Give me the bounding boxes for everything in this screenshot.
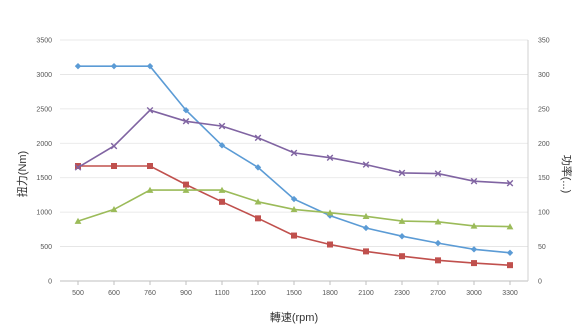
data-point bbox=[506, 249, 514, 256]
data-point bbox=[254, 134, 262, 142]
data-point bbox=[110, 62, 118, 70]
x-axis-title: 轉速(rpm) bbox=[270, 311, 318, 324]
series-line bbox=[78, 165, 511, 266]
tick-labels: 0 500 1000 1500 2000 2500 3000 3500 0 50 100 150 200… bbox=[36, 38, 549, 298]
data-point bbox=[218, 122, 226, 130]
data-point bbox=[470, 246, 478, 253]
data-point bbox=[398, 217, 406, 224]
x-tick-label: 2100 bbox=[358, 290, 374, 297]
data-point bbox=[290, 149, 298, 157]
data-point bbox=[182, 186, 190, 193]
data-point bbox=[183, 181, 189, 188]
series-1 bbox=[74, 62, 514, 256]
x-tick-label: 900 bbox=[180, 290, 192, 297]
data-point bbox=[182, 117, 190, 125]
y2-tick-label: 200 bbox=[538, 141, 550, 148]
data-point bbox=[74, 164, 82, 171]
y2-tick-label: 300 bbox=[538, 72, 550, 79]
data-point bbox=[398, 169, 406, 177]
data-point bbox=[363, 248, 369, 255]
grid-lines bbox=[60, 39, 528, 282]
y2-tick-label: 0 bbox=[538, 279, 542, 286]
data-point bbox=[146, 62, 154, 70]
data-point bbox=[254, 198, 262, 205]
data-point bbox=[398, 233, 406, 240]
data-point bbox=[255, 215, 261, 222]
data-point bbox=[327, 241, 333, 248]
y2-tick-label: 350 bbox=[538, 38, 550, 45]
y2-axis-title: 功率(...) bbox=[560, 155, 572, 194]
data-point bbox=[506, 179, 514, 187]
data-point bbox=[506, 223, 514, 230]
data-point bbox=[74, 62, 82, 70]
data-point bbox=[326, 154, 334, 162]
data-point bbox=[434, 239, 442, 247]
x-tick-label: 1500 bbox=[286, 290, 302, 297]
x-tick-label: 600 bbox=[108, 290, 120, 297]
x-tick-label: 500 bbox=[72, 290, 84, 297]
y2-tick-label: 50 bbox=[538, 244, 546, 251]
data-point bbox=[471, 260, 477, 267]
data-point bbox=[290, 205, 298, 213]
data-point bbox=[470, 177, 478, 185]
x-tick-label: 1200 bbox=[250, 290, 266, 297]
x-tick-label: 760 bbox=[144, 290, 156, 297]
y2-tick-label: 250 bbox=[538, 106, 550, 113]
data-point bbox=[362, 161, 370, 168]
data-point bbox=[110, 142, 118, 150]
data-point bbox=[434, 218, 442, 225]
data-point bbox=[182, 107, 190, 114]
data-point bbox=[326, 209, 334, 216]
y-axis-title: 扭力(Nm) bbox=[15, 151, 29, 197]
data-point bbox=[219, 198, 225, 205]
series-line bbox=[77, 109, 511, 184]
x-tick-label: 3000 bbox=[466, 290, 482, 297]
data-point bbox=[218, 142, 226, 149]
data-point bbox=[362, 212, 370, 219]
data-point bbox=[507, 262, 513, 269]
data-point bbox=[75, 163, 81, 170]
y-tick-label: 500 bbox=[40, 244, 52, 251]
data-point bbox=[399, 253, 405, 260]
x-tick-label: 2300 bbox=[394, 290, 410, 297]
x-tick-label: 2700 bbox=[430, 290, 446, 297]
data-point bbox=[291, 232, 297, 239]
data-point bbox=[434, 170, 442, 177]
data-point bbox=[362, 224, 370, 232]
series-layer bbox=[74, 62, 514, 269]
data-point bbox=[74, 217, 82, 224]
data-point bbox=[470, 222, 478, 229]
data-point bbox=[146, 186, 154, 193]
series-4 bbox=[74, 106, 514, 187]
axes bbox=[60, 40, 529, 285]
series-line bbox=[78, 65, 511, 254]
data-point bbox=[111, 163, 117, 170]
x-tick-label: 3300 bbox=[502, 290, 518, 297]
x-tick-label: 1800 bbox=[322, 290, 338, 297]
y-tick-label: 3000 bbox=[36, 72, 52, 79]
y-tick-label: 1000 bbox=[36, 210, 52, 217]
y-tick-label: 1500 bbox=[36, 175, 52, 182]
y-tick-label: 2500 bbox=[36, 106, 52, 113]
y-tick-label: 3500 bbox=[36, 38, 52, 45]
y-tick-label: 0 bbox=[48, 279, 52, 286]
x-tick-label: 1100 bbox=[214, 290, 229, 297]
series-3 bbox=[74, 186, 514, 230]
data-point bbox=[435, 257, 441, 264]
data-point bbox=[218, 186, 226, 193]
y2-tick-label: 100 bbox=[538, 210, 550, 217]
data-point bbox=[146, 106, 154, 114]
y-tick-label: 2000 bbox=[36, 141, 52, 148]
data-point bbox=[290, 195, 298, 203]
data-point bbox=[254, 164, 262, 171]
data-point bbox=[110, 205, 118, 213]
data-point bbox=[147, 163, 153, 170]
series-2 bbox=[75, 163, 513, 269]
y2-tick-label: 150 bbox=[538, 175, 550, 182]
